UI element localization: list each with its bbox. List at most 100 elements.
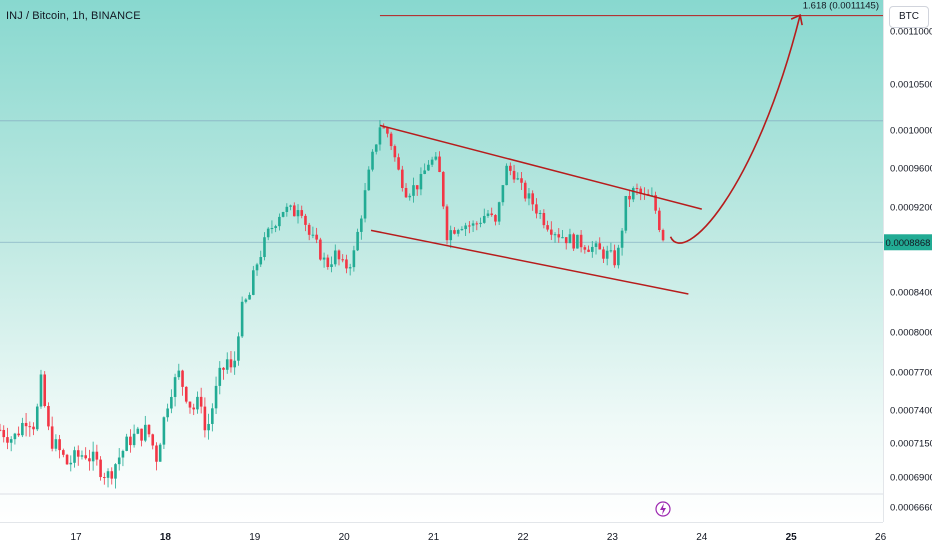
candle-body: [162, 417, 166, 445]
candle-body: [408, 195, 412, 198]
time-axis[interactable]: [0, 522, 883, 551]
price-tick-label: 0.0007150: [890, 439, 932, 450]
chart-pane[interactable]: [0, 0, 883, 522]
candle-body: [341, 259, 345, 261]
candle-body: [244, 299, 248, 302]
candle-body: [456, 230, 460, 234]
candle-body: [356, 231, 359, 251]
candle-body: [222, 367, 225, 370]
candle-body: [564, 237, 568, 244]
candle-body: [304, 215, 307, 225]
candle-body: [315, 234, 318, 240]
candle-body: [520, 178, 523, 183]
candle-body: [553, 234, 557, 236]
time-tick-label: 20: [339, 532, 351, 543]
candle-body: [363, 190, 367, 219]
price-axis[interactable]: [883, 0, 932, 522]
price-tick-label: 0.0009600: [890, 164, 932, 175]
candle-body: [527, 193, 531, 199]
candle-body: [76, 450, 80, 457]
candle-body: [259, 257, 263, 265]
currency-button[interactable]: BTC: [889, 6, 929, 28]
candle-body: [445, 206, 449, 241]
candle-body: [464, 225, 467, 230]
candle-body: [233, 360, 236, 368]
candle-body: [319, 239, 322, 260]
candle-body: [397, 157, 400, 170]
candle-body: [114, 464, 117, 479]
candle-body: [274, 226, 277, 229]
candle-body: [129, 436, 132, 446]
candle-body: [468, 225, 471, 227]
candle-body: [50, 426, 54, 449]
candle-body: [415, 185, 419, 190]
candle-body: [99, 459, 102, 478]
candle-body: [229, 359, 233, 368]
lightning-icon: [660, 503, 666, 515]
candle-body: [490, 213, 494, 216]
candle-body: [84, 455, 87, 459]
candle-body: [523, 182, 527, 199]
candle-body: [427, 164, 430, 171]
candle-body: [401, 169, 404, 188]
candle-body: [65, 454, 69, 465]
candle-body: [151, 434, 155, 446]
candle-body: [322, 257, 326, 260]
candle-body: [568, 234, 572, 244]
candle-body: [430, 159, 434, 165]
candle-body: [240, 301, 244, 337]
candle-body: [147, 424, 151, 435]
candle-body: [192, 407, 196, 410]
candle-body: [125, 436, 128, 451]
time-tick-label: 21: [428, 532, 440, 543]
candle-body: [181, 370, 184, 387]
candle-body: [497, 202, 501, 222]
candle-body: [576, 234, 579, 249]
candle-body: [237, 336, 240, 361]
candle-body: [345, 259, 348, 269]
candle-body: [211, 408, 214, 424]
time-tick-label: 17: [70, 532, 82, 543]
candle-body: [263, 237, 266, 258]
candle-body: [6, 437, 9, 443]
candle-body: [203, 406, 207, 431]
channel-lower-line: [370, 229, 689, 295]
time-tick-label: 23: [607, 532, 619, 543]
candle-body: [628, 195, 631, 200]
candle-body: [121, 450, 125, 458]
candle-body: [58, 439, 61, 451]
chart-title: INJ / Bitcoin, 1h, BINANCE: [6, 10, 141, 22]
candle-body: [266, 228, 270, 238]
candle-body: [516, 178, 520, 180]
candle-body: [620, 230, 624, 248]
price-tick-label: 0.0010500: [890, 80, 932, 91]
candle-body: [255, 264, 259, 271]
price-tick-label: 0.0008400: [890, 288, 932, 299]
candle-body: [207, 423, 210, 431]
candle-body: [658, 210, 661, 231]
candle-body: [21, 422, 24, 436]
candle-body: [326, 257, 330, 267]
projection-arrow-head: [790, 13, 803, 26]
candle-body: [661, 230, 665, 241]
candle-body: [278, 216, 281, 227]
candle-body: [404, 187, 408, 198]
price-tick-label: 0.0011000: [890, 27, 932, 38]
candle-body: [158, 444, 162, 462]
candle-body: [587, 249, 590, 252]
candle-body: [140, 428, 143, 441]
candle-body: [635, 188, 639, 190]
candle-body: [35, 406, 39, 430]
candle-body: [88, 458, 91, 462]
candle-body: [449, 230, 453, 241]
candle-body: [386, 127, 389, 134]
candle-body: [639, 188, 643, 194]
candle-body: [572, 234, 575, 249]
candle-body: [292, 205, 296, 217]
candle-body: [594, 243, 598, 247]
candle-body: [73, 450, 76, 463]
candle-body: [438, 156, 441, 173]
candle-body: [535, 204, 538, 214]
